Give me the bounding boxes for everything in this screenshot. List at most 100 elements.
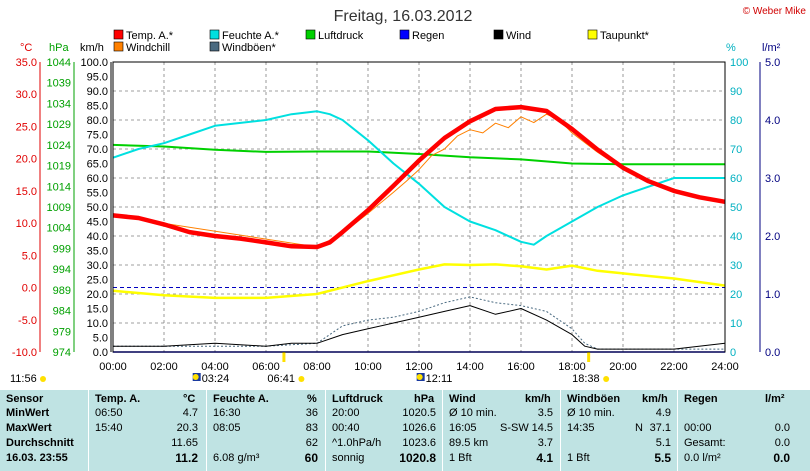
legend-label: Regen	[412, 30, 444, 42]
humidity-time: 08:05	[213, 422, 241, 434]
wind-tick-label: 85.0	[87, 101, 108, 113]
time-tick-label: 20:00	[609, 361, 637, 373]
row-label: Durchschnitt	[6, 437, 74, 449]
humidity-tick-label: 90	[730, 86, 742, 98]
pressure-time: 00:40	[332, 422, 360, 434]
time-tick-label: 04:00	[201, 361, 229, 373]
pressure-value: 1023.6	[402, 437, 436, 449]
moonrise-label: 12:11	[426, 373, 453, 385]
gust-value: 37.1	[649, 422, 671, 434]
humidity-tick-label: 80	[730, 115, 742, 127]
legend-swatch	[587, 29, 598, 40]
rain-tick-label: 0.0	[765, 347, 780, 359]
wind-tick-label: 10.0	[87, 318, 108, 330]
humidity-tick-label: 30	[730, 260, 742, 272]
legend-label: Windböen*	[222, 42, 277, 54]
gust-value: 4.9	[655, 407, 671, 419]
header-hum-unit: %	[307, 393, 317, 405]
humidity-tick-label: 0	[730, 347, 736, 359]
temp-tick-label: 0.0	[22, 283, 37, 295]
pressure-tick-label: 1024	[47, 140, 71, 152]
header-gust: Windböen	[567, 393, 621, 405]
temp-tick-label: 25.0	[16, 121, 37, 133]
humidity-tick-label: 70	[730, 144, 742, 156]
header-sensor: Sensor	[6, 393, 44, 405]
sun-icon	[298, 376, 305, 382]
sun-icon	[603, 376, 610, 382]
pressure-time: 20:00	[332, 407, 360, 419]
pressure-value: 1020.8	[399, 451, 436, 465]
temp-tick-label: 5.0	[22, 250, 37, 262]
header-rain-unit: l/m²	[765, 393, 785, 405]
sunrise-label: 06:41	[267, 373, 295, 385]
humidity-value: 60	[304, 451, 318, 465]
time-tick-label: 14:00	[456, 361, 484, 373]
copyright: © Weber Mike	[743, 6, 807, 17]
series-taupunkt	[112, 263, 726, 300]
legend-swatch	[305, 29, 316, 40]
humidity-tick-label: 40	[730, 231, 742, 243]
time-tick-label: 06:00	[252, 361, 280, 373]
rain-tick-label: 5.0	[765, 57, 780, 69]
gust-desc: N	[635, 422, 643, 434]
moonset-label: 03:24	[202, 373, 230, 385]
wind-tick-label: 45.0	[87, 217, 108, 229]
temp-value: 20.3	[176, 422, 198, 434]
wind-unit-label: km/h	[80, 42, 104, 54]
chart-title: Freitag, 16.03.2012	[334, 8, 473, 25]
temp-tick-label: -10.0	[12, 347, 37, 359]
time-tick-label: 16:00	[507, 361, 535, 373]
series-windb-en	[113, 296, 725, 350]
header-rain: Regen	[684, 393, 718, 405]
legend-swatch	[209, 41, 220, 52]
legend-swatch	[399, 29, 410, 40]
sun-icon	[40, 376, 46, 382]
sunrise-marker	[282, 352, 286, 362]
humidity-tick-label: 100	[730, 57, 748, 69]
y-axes: 35.0 30.0 25.0 20.0 15.0 10.0 5.0 0.0 -5.0 -10.0 1…	[12, 57, 780, 359]
temp-time: 15:40	[95, 422, 123, 434]
wind-tick-label: 80.0	[87, 115, 108, 127]
wind-tick-label: 100.0	[80, 57, 108, 69]
gust-time: 14:35	[567, 422, 595, 434]
wind-tick-label: 50.0	[87, 202, 108, 214]
temp-unit-label: °C	[20, 42, 32, 54]
rain-desc: 00:00	[684, 422, 712, 434]
legend-swatch	[493, 29, 504, 40]
series-feuchte-a	[112, 110, 725, 246]
rain-unit-label: l/m²	[762, 42, 781, 54]
gust-desc: 1 Bft	[567, 452, 590, 464]
astro-events: 11:56 03:24 12:11 06:41 18:38	[10, 352, 610, 385]
wind-tick-label: 5.0	[93, 333, 108, 345]
humidity-value: 83	[305, 422, 318, 434]
temp-tick-label: 10.0	[16, 218, 37, 230]
weather-chart: Freitag, 16.03.2012 © Weber Mike °C hPa …	[10, 6, 807, 385]
temp-tick-label: 35.0	[16, 57, 37, 69]
pressure-unit-label: hPa	[49, 42, 69, 54]
pressure-tick-label: 984	[53, 306, 71, 318]
legend-swatch	[113, 29, 124, 40]
time-tick-label: 24:00	[711, 361, 739, 373]
wind-tick-label: 40.0	[87, 231, 108, 243]
sunset-label: 18:38	[572, 373, 600, 385]
humidity-value: 36	[305, 407, 318, 419]
rain-tick-label: 1.0	[765, 289, 780, 301]
sunset-marker	[587, 352, 591, 362]
series-wind	[113, 305, 726, 350]
wind-tick-label: 65.0	[87, 159, 108, 171]
pressure-time: sonnig	[332, 452, 365, 464]
wind-value: 4.1	[536, 451, 553, 465]
pressure-tick-label: 1009	[47, 202, 71, 214]
rain-value: 0.0	[774, 437, 790, 449]
pressure-value: 1026.6	[402, 422, 436, 434]
gust-desc: Ø 10 min.	[567, 407, 615, 419]
pressure-tick-label: 1029	[47, 119, 71, 131]
wind-tick-label: 90.0	[87, 86, 108, 98]
pressure-tick-label: 1034	[47, 98, 71, 110]
humidity-tick-label: 20	[730, 289, 742, 301]
wind-tick-label: 15.0	[87, 304, 108, 316]
pressure-tick-label: 994	[53, 264, 71, 276]
header-wind-unit: km/h	[525, 393, 551, 405]
wind-value: 14.5	[531, 422, 553, 434]
legend-label: Taupunkt*	[600, 30, 650, 42]
